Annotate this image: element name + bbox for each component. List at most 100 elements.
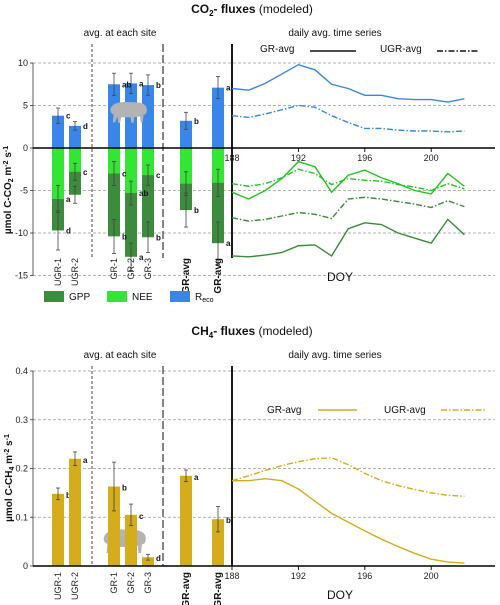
co2-bar-reco — [69, 125, 81, 148]
ch4-gridlines — [33, 366, 495, 566]
legend-gpp-label: GPP — [69, 292, 90, 303]
co2-bar-nee — [125, 148, 137, 194]
ch4-xtick-label: 192 — [291, 571, 306, 581]
ch4-bar — [142, 557, 154, 566]
ch4-sig-letter: a — [194, 473, 199, 482]
ch4-category-label: UGR-2 — [70, 572, 80, 600]
legend-nee-swatch — [107, 291, 127, 302]
ch4-ytick-label: 0.1 — [15, 512, 28, 522]
co2-sig-letter: a — [139, 79, 144, 88]
co2-bar-reco — [180, 120, 192, 148]
co2-sig-letter: b — [194, 117, 199, 126]
co2-series-nee-ugr-avg — [231, 168, 465, 192]
co2-sig-letter: b — [194, 206, 199, 215]
ch4-bar — [125, 514, 137, 566]
legend-gpp-swatch — [44, 291, 64, 302]
co2-timeseries-lines — [231, 63, 465, 258]
ch4-sig-letter: b — [122, 484, 127, 493]
ch4-ts-legend: GR-avg UGR-avg — [267, 405, 485, 416]
co2-legend: GPP NEE Reco — [44, 291, 214, 304]
co2-sig-letter: c — [66, 112, 71, 121]
co2-bar-reco — [212, 87, 224, 148]
co2-series-nee-gr-avg — [231, 160, 465, 200]
ch4-bar — [108, 486, 120, 566]
co2-ytick-label: -15 — [15, 271, 28, 281]
co2-xtick-label: 200 — [424, 153, 439, 163]
ch4-doy-ticks: 188 192 196 200 — [224, 566, 439, 581]
ch4-ytick-label: 0.2 — [15, 464, 28, 474]
ch4-sig-letter: d — [156, 554, 161, 563]
co2-section-sites: avg. at each site — [84, 28, 157, 39]
co2-ylabel: µmol C-CO2 m-2 s-1 — [3, 146, 15, 234]
co2-bar-nee — [212, 148, 224, 183]
ch4-category-label: UGR-1 — [53, 572, 63, 600]
co2-xtick-label: 196 — [357, 153, 372, 163]
co2-section-timeseries: daily avg. time series — [288, 28, 381, 39]
co2-bar-nee — [142, 148, 154, 176]
co2-ts-legend-ugr: UGR-avg — [380, 44, 422, 55]
co2-ytick-label: -5 — [20, 186, 28, 196]
co2-title: CO2- fluxes (modeled) — [191, 2, 313, 18]
ch4-bars: bcabcdabUGR-1UGR-2GR-1GR-2GR-3UGR-avgGR-… — [33, 451, 495, 605]
ch4-ts-legend-gr: GR-avg — [267, 405, 301, 416]
ch4-y-ticks: 0.4 0.3 0.2 0.1 0 — [15, 366, 34, 571]
ch4-category-label: GR-1 — [109, 572, 119, 594]
ch4-xtick-label: 200 — [424, 571, 439, 581]
ch4-ylabel: µmol C-CH4 m-2 s-1 — [4, 434, 16, 522]
ch4-bar — [180, 475, 192, 566]
co2-series-reco-ugr-avg — [231, 104, 465, 133]
co2-doy-ticks: 188 192 196 200 — [224, 148, 439, 163]
co2-series-reco-gr-avg — [231, 63, 465, 103]
co2-bar-nee — [52, 148, 64, 199]
co2-sig-letter: a — [139, 253, 144, 262]
co2-ts-legend: GR-avg UGR-avg — [260, 44, 478, 55]
co2-sig-letter: d — [83, 122, 88, 131]
ch4-bar — [52, 493, 64, 566]
co2-y-ticks: 10 5 0 -5 -10 -15 — [15, 58, 34, 281]
co2-category-label: GR-2 — [126, 258, 136, 280]
ch4-timeseries-lines — [231, 457, 465, 564]
co2-bar-nee — [108, 148, 120, 174]
co2-bar-reco — [52, 115, 64, 148]
co2-bar-reco — [142, 85, 154, 148]
ch4-panel: CH4- fluxes (modeled) avg. at each site … — [4, 324, 495, 605]
co2-xtick-label: 188 — [224, 153, 239, 163]
co2-sig-letter: d — [66, 226, 71, 235]
co2-xlabel: DOY — [327, 270, 353, 284]
co2-ytick-label: -10 — [15, 228, 28, 238]
co2-sig-letter: b — [156, 81, 161, 90]
ch4-category-label: GR-avg — [213, 572, 224, 605]
ch4-ytick-label: 0 — [23, 561, 28, 571]
co2-sig-letter: ab — [139, 189, 148, 198]
co2-series-gpp-gr-avg — [231, 218, 465, 258]
ch4-bar — [69, 458, 81, 566]
co2-category-label: UGR-avg — [181, 258, 192, 301]
ch4-ytick-label: 0.3 — [15, 415, 28, 425]
co2-category-label: UGR-1 — [53, 258, 63, 286]
ch4-xtick-label: 188 — [224, 571, 239, 581]
ch4-sig-letter: c — [139, 512, 144, 521]
co2-category-label: GR-1 — [109, 258, 119, 280]
co2-ts-legend-gr: GR-avg — [260, 44, 294, 55]
ch4-xtick-label: 196 — [357, 571, 372, 581]
ch4-sig-letter: b — [226, 516, 231, 525]
ch4-title: CH4- fluxes (modeled) — [191, 324, 312, 340]
ch4-xlabel: DOY — [327, 588, 353, 602]
legend-reco-label: Reco — [195, 292, 214, 304]
co2-sig-letter: b — [122, 232, 127, 241]
co2-category-label: GR-avg — [213, 258, 224, 294]
ch4-series-ugr-avg — [231, 457, 465, 497]
co2-sig-letter: b — [156, 233, 161, 242]
co2-sig-letter: c — [156, 171, 161, 180]
co2-panel: CO2- fluxes (modeled) avg. at each site … — [3, 2, 495, 304]
co2-sig-letter: a — [226, 239, 231, 248]
ch4-series-gr-avg — [232, 478, 465, 564]
ch4-sig-letter: a — [83, 456, 88, 465]
ch4-ytick-label: 0.4 — [15, 366, 28, 376]
ch4-category-label: GR-3 — [143, 572, 153, 594]
co2-ytick-label: 0 — [23, 143, 28, 153]
co2-xtick-label: 192 — [291, 153, 306, 163]
co2-category-label: GR-3 — [143, 258, 153, 280]
